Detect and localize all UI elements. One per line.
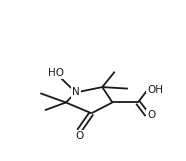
Text: HO: HO <box>48 68 64 78</box>
Text: O: O <box>75 131 83 141</box>
Text: N: N <box>72 87 80 97</box>
Text: OH: OH <box>147 85 163 95</box>
Text: O: O <box>147 110 155 120</box>
